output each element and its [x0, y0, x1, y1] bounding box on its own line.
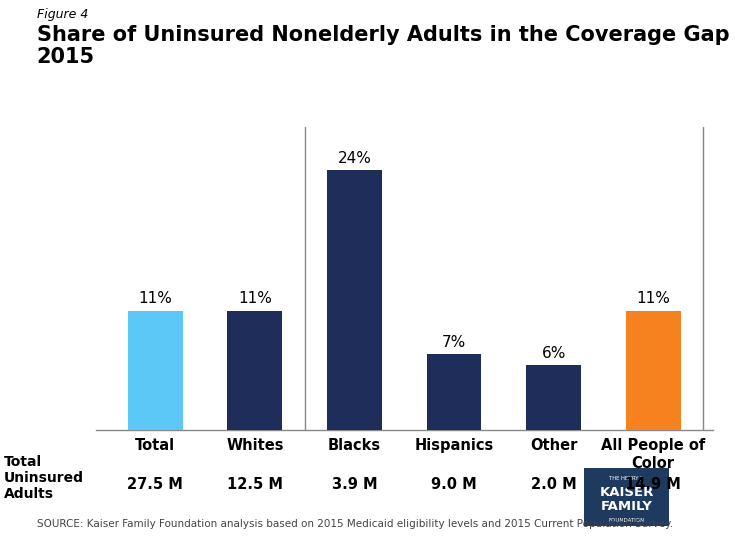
Text: 9.0 M: 9.0 M: [431, 477, 477, 491]
Text: SOURCE: Kaiser Family Foundation analysis based on 2015 Medicaid eligibility lev: SOURCE: Kaiser Family Foundation analysi…: [37, 519, 673, 529]
Text: Share of Uninsured Nonelderly Adults in the Coverage Gap as of
2015: Share of Uninsured Nonelderly Adults in …: [37, 25, 735, 67]
Text: 12.5 M: 12.5 M: [227, 477, 283, 491]
Text: 11%: 11%: [637, 291, 670, 306]
Text: FOUNDATION: FOUNDATION: [609, 518, 645, 523]
Text: 6%: 6%: [542, 345, 566, 360]
Text: FAMILY: FAMILY: [600, 500, 653, 513]
Text: 11%: 11%: [238, 291, 272, 306]
Text: 11%: 11%: [138, 291, 172, 306]
Text: 2.0 M: 2.0 M: [531, 477, 576, 491]
Text: 7%: 7%: [442, 334, 466, 350]
Text: 14.9 M: 14.9 M: [625, 477, 681, 491]
Bar: [526, 365, 581, 430]
Text: Figure 4: Figure 4: [37, 8, 88, 21]
Bar: [128, 311, 183, 430]
Text: KAISER: KAISER: [600, 486, 653, 499]
Text: 27.5 M: 27.5 M: [127, 477, 183, 491]
Bar: [625, 311, 681, 430]
Bar: [327, 170, 382, 430]
Bar: [426, 354, 481, 430]
Text: THE HENRY J.: THE HENRY J.: [609, 476, 644, 481]
Text: Total
Uninsured
Adults: Total Uninsured Adults: [4, 455, 84, 501]
Bar: [228, 311, 282, 430]
Text: 24%: 24%: [337, 150, 371, 166]
Text: 3.9 M: 3.9 M: [331, 477, 377, 491]
